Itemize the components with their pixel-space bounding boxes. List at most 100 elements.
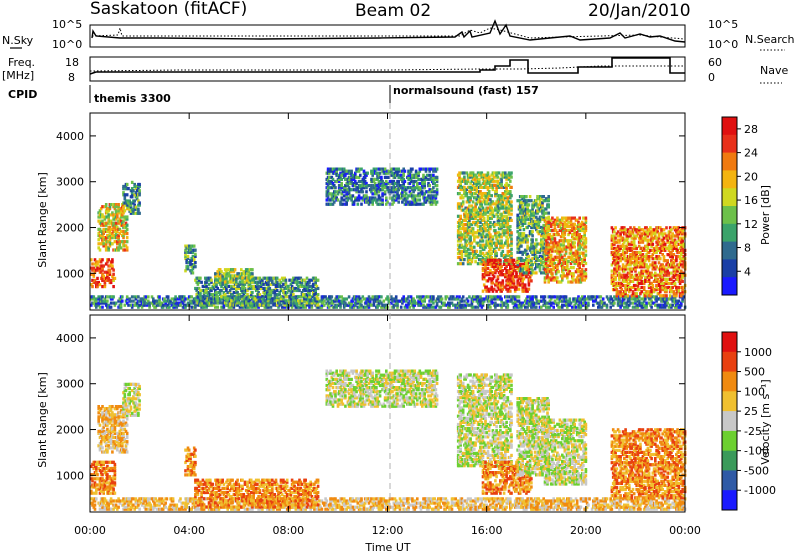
heat-cell	[428, 168, 431, 171]
heat-cell	[251, 278, 254, 281]
heat-cell	[467, 300, 470, 303]
heat-cell	[280, 303, 283, 306]
heat-cell	[631, 297, 634, 300]
heat-cell	[657, 304, 660, 307]
heat-cell	[259, 277, 262, 280]
heat-cell	[251, 268, 254, 271]
heat-cell	[93, 267, 96, 270]
heat-cell	[348, 295, 351, 298]
heat-cell	[111, 264, 114, 267]
heat-cell	[306, 277, 309, 280]
heat-cell	[483, 254, 486, 257]
heat-cell	[463, 300, 466, 303]
heat-cell	[509, 190, 512, 193]
heat-cell	[203, 301, 206, 304]
heat-cell	[482, 239, 485, 242]
heat-cell	[138, 183, 141, 186]
heat-cell	[208, 283, 211, 286]
heat-cell	[462, 209, 465, 212]
heat-cell	[541, 261, 544, 264]
heat-cell	[542, 247, 545, 250]
heat-cell	[545, 258, 548, 261]
heat-cell	[432, 302, 435, 305]
heat-cell	[317, 287, 320, 290]
heat-cell	[110, 302, 113, 305]
heat-cell	[419, 198, 422, 201]
heat-cell	[255, 277, 258, 280]
heat-cell	[528, 199, 531, 202]
heat-cell	[220, 289, 223, 292]
heat-cell	[526, 295, 529, 298]
heat-cell	[498, 171, 501, 174]
heat-cell	[127, 187, 130, 190]
heat-cell	[252, 285, 255, 288]
heat-cell	[472, 227, 475, 230]
heat-cell	[503, 229, 506, 232]
heat-cell	[93, 295, 96, 298]
heat-cell	[516, 214, 519, 217]
heat-cell	[358, 190, 361, 193]
heat-cell	[592, 300, 595, 303]
heat-cell	[359, 180, 362, 183]
heat-cell	[280, 295, 283, 298]
heat-cell	[481, 297, 484, 300]
heat-cell	[345, 170, 348, 173]
heat-cell	[550, 295, 553, 298]
heat-cell	[272, 283, 275, 286]
heat-cell	[488, 300, 491, 303]
heat-cell	[519, 226, 522, 229]
heat-cell	[556, 256, 559, 259]
heat-cell	[145, 295, 148, 298]
heat-cell	[422, 168, 425, 171]
heat-cell	[343, 198, 346, 201]
heat-cell	[105, 203, 108, 206]
heat-cell	[331, 295, 334, 298]
heat-cell	[171, 297, 174, 300]
heat-cell	[472, 200, 475, 203]
heat-cell	[469, 235, 472, 238]
heat-cell	[463, 258, 466, 261]
heat-cell	[510, 237, 513, 240]
heat-cell	[552, 306, 555, 309]
heat-cell	[666, 302, 669, 305]
heat-cell	[559, 306, 562, 309]
heat-cell	[495, 290, 498, 293]
heat-cell	[416, 203, 419, 206]
heat-cell	[515, 271, 518, 274]
heat-cell	[477, 219, 480, 222]
heat-cell	[101, 285, 104, 288]
heat-cell	[332, 178, 335, 181]
heat-cell	[96, 277, 99, 280]
nsky-tick-top: 10^5	[52, 18, 82, 31]
heat-cell	[234, 268, 237, 271]
heat-cell	[528, 203, 531, 206]
heat-cell	[264, 277, 267, 280]
heat-cell	[317, 303, 320, 306]
heat-cell	[342, 203, 345, 206]
heat-cell	[458, 295, 461, 298]
heat-cell	[225, 303, 228, 306]
heat-cell	[215, 291, 218, 294]
heat-cell	[441, 297, 444, 300]
heat-cell	[432, 174, 435, 177]
heat-cell	[205, 285, 208, 288]
heat-cell	[535, 238, 538, 241]
heat-cell	[531, 234, 534, 237]
heat-cell	[420, 168, 423, 171]
heat-cell	[337, 198, 340, 201]
heat-cell	[124, 209, 127, 212]
heat-cell	[241, 280, 244, 283]
heat-cell	[520, 245, 523, 248]
heat-cell	[547, 216, 550, 219]
heat-cell	[132, 300, 135, 303]
heat-cell	[492, 209, 495, 212]
heat-cell	[158, 295, 161, 298]
heat-cell	[328, 302, 331, 305]
cpid-segment-1: themis 3300	[94, 92, 171, 105]
heat-cell	[345, 297, 348, 300]
heat-cell	[432, 295, 435, 298]
heat-cell	[493, 171, 496, 174]
heat-cell	[623, 306, 626, 309]
heat-cell	[302, 293, 305, 296]
heat-cell	[458, 202, 461, 205]
